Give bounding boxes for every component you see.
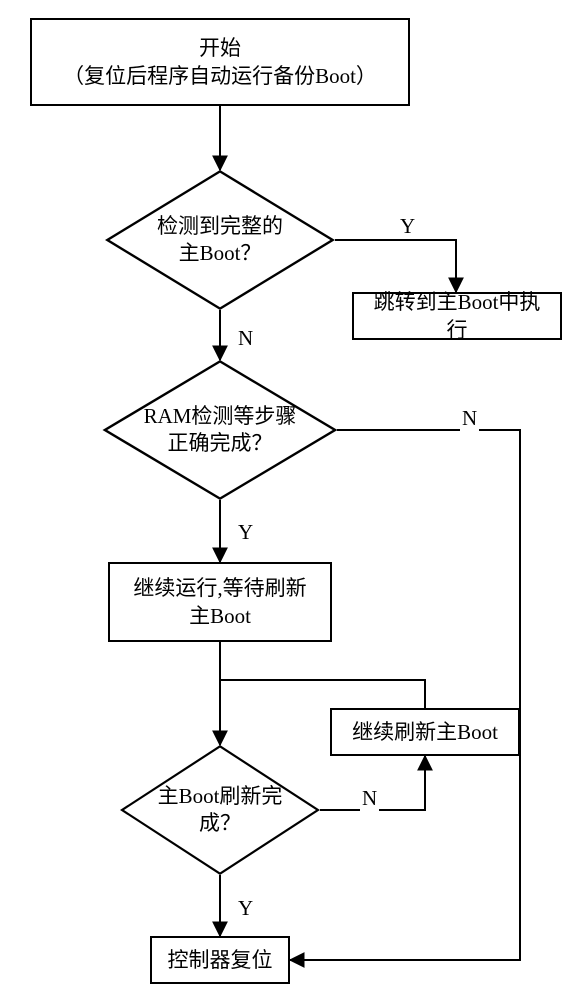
edge-label-d3-cont: N	[360, 786, 379, 811]
edge-d3-cont	[320, 756, 425, 810]
node-d1	[105, 170, 335, 310]
node-jump: 跳转到主Boot中执行	[352, 292, 562, 340]
node-d2	[103, 360, 338, 500]
edge-label-d2-reset: N	[460, 406, 479, 431]
edge-cont-merge	[220, 680, 425, 708]
edges-layer	[0, 0, 574, 1000]
node-wait: 继续运行,等待刷新主Boot	[108, 562, 332, 642]
edge-d1-jump	[335, 240, 456, 292]
edge-label-d1-jump: Y	[398, 214, 417, 239]
node-reset: 控制器复位	[150, 936, 290, 984]
edge-label-d1-d2: N	[236, 326, 255, 351]
node-cont: 继续刷新主Boot	[330, 708, 520, 756]
edge-label-d3-reset: Y	[236, 896, 255, 921]
node-start: 开始（复位后程序自动运行备份Boot）	[30, 18, 410, 106]
edge-label-d2-wait: Y	[236, 520, 255, 545]
flowchart-canvas: 开始（复位后程序自动运行备份Boot）检测到完整的主Boot？跳转到主Boot中…	[0, 0, 574, 1000]
edge-d2-reset	[290, 430, 520, 960]
node-d3	[120, 745, 320, 875]
